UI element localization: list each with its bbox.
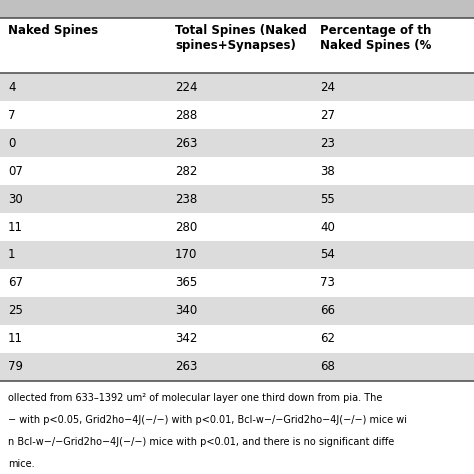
Text: 38: 38 [320, 164, 335, 177]
Text: Total Spines (Naked
spines+Synapses): Total Spines (Naked spines+Synapses) [175, 24, 307, 52]
Bar [0, 73, 474, 101]
Text: 66: 66 [320, 304, 335, 318]
Bar [0, 297, 474, 325]
Bar [0, 353, 474, 381]
Bar [0, 269, 474, 297]
Text: Percentage of th
Naked Spines (%: Percentage of th Naked Spines (% [320, 24, 431, 52]
Text: 68: 68 [320, 361, 335, 374]
Text: 340: 340 [175, 304, 197, 318]
Text: mice.: mice. [8, 459, 35, 469]
Text: 263: 263 [175, 361, 197, 374]
Text: 170: 170 [175, 248, 197, 262]
Text: 24: 24 [320, 81, 335, 93]
Text: 365: 365 [175, 276, 197, 290]
Text: 1: 1 [8, 248, 16, 262]
Text: 79: 79 [8, 361, 23, 374]
Text: − with p<0.05, Grid2ho−4J(−/−) with p<0.01, Bcl-w−/−Grid2ho−4J(−/−) mice wi: − with p<0.05, Grid2ho−4J(−/−) with p<0.… [8, 415, 407, 425]
Text: 342: 342 [175, 332, 197, 346]
Text: 25: 25 [8, 304, 23, 318]
Bar [0, 185, 474, 213]
Bar [0, 0, 474, 18]
Text: 62: 62 [320, 332, 335, 346]
Text: 07: 07 [8, 164, 23, 177]
Text: 54: 54 [320, 248, 335, 262]
Text: 40: 40 [320, 220, 335, 234]
Text: ollected from 633–1392 um² of molecular layer one third down from pia. The: ollected from 633–1392 um² of molecular … [8, 393, 383, 403]
Text: 0: 0 [8, 137, 15, 149]
Text: 263: 263 [175, 137, 197, 149]
Text: 55: 55 [320, 192, 335, 206]
Text: 11: 11 [8, 332, 23, 346]
Bar [0, 325, 474, 353]
Text: 280: 280 [175, 220, 197, 234]
Text: 27: 27 [320, 109, 335, 121]
Text: 23: 23 [320, 137, 335, 149]
Text: 282: 282 [175, 164, 197, 177]
Bar [0, 129, 474, 157]
Text: 67: 67 [8, 276, 23, 290]
Bar [0, 213, 474, 241]
Text: 7: 7 [8, 109, 16, 121]
Text: 224: 224 [175, 81, 198, 93]
Text: 238: 238 [175, 192, 197, 206]
Text: n Bcl-w−/−Grid2ho−4J(−/−) mice with p<0.01, and there is no significant diffe: n Bcl-w−/−Grid2ho−4J(−/−) mice with p<0.… [8, 437, 394, 447]
Text: Naked Spines: Naked Spines [8, 24, 98, 37]
Bar [0, 241, 474, 269]
Bar [0, 157, 474, 185]
Text: 4: 4 [8, 81, 16, 93]
Text: 73: 73 [320, 276, 335, 290]
Text: 288: 288 [175, 109, 197, 121]
Bar [0, 101, 474, 129]
Bar [0, 18, 474, 73]
Text: 11: 11 [8, 220, 23, 234]
Text: 30: 30 [8, 192, 23, 206]
